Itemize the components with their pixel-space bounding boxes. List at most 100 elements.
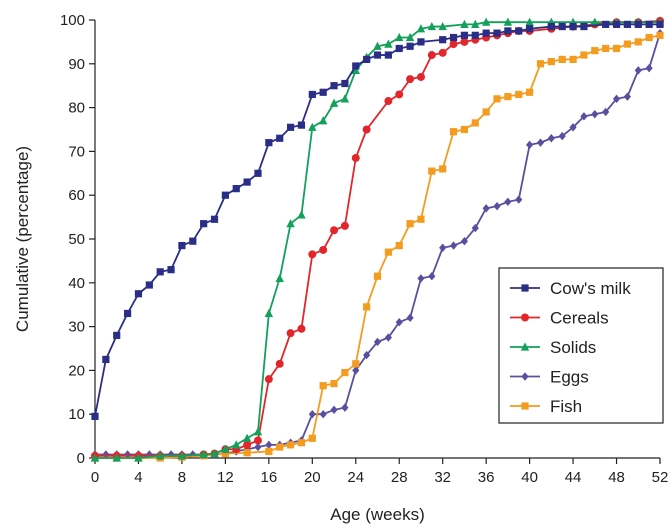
- data-point-fish: [493, 95, 501, 103]
- data-point-cow-s-milk: [243, 178, 251, 186]
- legend: Cow's milk Cereals Solids Eggs Fish: [498, 267, 664, 424]
- data-point-solids: [264, 308, 274, 318]
- data-point-fish: [265, 447, 273, 456]
- data-point-eggs: [580, 112, 588, 121]
- data-point-cow-s-milk: [395, 44, 403, 53]
- data-point-cereals: [438, 48, 447, 57]
- data-point-cereals: [308, 250, 317, 259]
- data-point-cow-s-milk: [569, 22, 577, 31]
- data-point-fish: [341, 368, 349, 377]
- legend-label: Solids: [550, 338, 596, 357]
- data-point-eggs: [634, 66, 642, 75]
- data-point-solids: [416, 24, 426, 33]
- data-point-cow-s-milk: [286, 123, 295, 131]
- data-point-cow-s-milk: [656, 20, 664, 28]
- y-tick-label: 50: [68, 231, 85, 248]
- data-point-eggs: [449, 241, 458, 250]
- data-point-cereals: [340, 221, 349, 230]
- data-point-solids: [590, 17, 600, 26]
- data-point-cereals: [264, 375, 273, 384]
- data-point-solids: [253, 427, 263, 436]
- data-point-cow-s-milk: [341, 79, 349, 88]
- data-point-solids: [297, 210, 306, 219]
- series-layer: [90, 16, 665, 462]
- x-tick-label: 16: [261, 469, 278, 486]
- data-point-cow-s-milk: [232, 185, 240, 193]
- legend-item-eggs: Eggs: [510, 368, 589, 387]
- data-point-fish: [536, 60, 545, 68]
- data-point-solids: [427, 21, 437, 31]
- data-point-solids: [318, 116, 328, 125]
- data-point-cow-s-milk: [504, 27, 512, 35]
- data-point-cow-s-milk: [406, 42, 414, 50]
- data-point-eggs: [612, 94, 621, 104]
- data-point-fish: [417, 215, 425, 223]
- data-point-cow-s-milk: [167, 266, 175, 274]
- legend-marker: [521, 402, 529, 410]
- data-point-solids: [242, 433, 252, 442]
- data-point-fish: [547, 58, 555, 66]
- data-point-cereals: [286, 329, 295, 338]
- data-point-eggs: [384, 333, 392, 342]
- x-tick-label: 48: [608, 469, 625, 486]
- data-point-eggs: [460, 236, 469, 246]
- legend-label: Cereals: [550, 309, 609, 328]
- data-point-solids: [438, 21, 447, 31]
- data-point-cow-s-milk: [460, 31, 469, 39]
- y-tick-label: 0: [77, 450, 85, 467]
- y-tick-label: 90: [68, 56, 85, 73]
- data-point-cow-s-milk: [352, 62, 360, 70]
- data-point-cow-s-milk: [102, 355, 110, 364]
- data-point-eggs: [363, 350, 371, 360]
- x-tick-label: 24: [347, 469, 364, 486]
- data-point-eggs: [417, 274, 425, 283]
- legend-marker: [520, 342, 530, 351]
- data-point-fish: [504, 93, 512, 101]
- data-point-eggs: [330, 405, 338, 415]
- data-point-cow-s-milk: [482, 29, 490, 37]
- data-point-solids: [525, 17, 534, 26]
- data-point-fish: [428, 167, 436, 175]
- data-point-eggs: [493, 201, 501, 211]
- data-point-cow-s-milk: [200, 220, 208, 228]
- data-point-solids: [471, 19, 480, 28]
- x-tick-label: 32: [434, 469, 451, 486]
- x-tick-label: 0: [91, 469, 99, 486]
- data-point-fish: [482, 108, 490, 116]
- x-axis-title: Age (weeks): [330, 505, 424, 524]
- data-point-solids: [405, 32, 415, 42]
- data-point-cow-s-milk: [91, 412, 99, 420]
- data-point-solids: [503, 17, 513, 26]
- legend-item-cereals: Cereals: [510, 309, 609, 328]
- data-point-fish: [373, 272, 382, 280]
- data-point-solids: [112, 453, 121, 462]
- data-point-cow-s-milk: [384, 51, 392, 59]
- x-tick-label: 4: [134, 469, 142, 486]
- data-point-cow-s-milk: [417, 38, 425, 46]
- data-point-fish: [460, 125, 469, 134]
- data-point-fish: [580, 51, 588, 59]
- data-point-fish: [526, 88, 534, 96]
- data-point-eggs: [645, 63, 653, 73]
- data-point-fish: [515, 90, 523, 99]
- data-point-fish: [352, 360, 360, 368]
- data-point-cow-s-milk: [558, 22, 566, 31]
- y-tick-label: 70: [68, 143, 85, 160]
- data-point-eggs: [428, 272, 436, 281]
- data-point-solids: [481, 17, 491, 26]
- data-point-solids: [210, 449, 219, 458]
- data-point-cow-s-milk: [363, 55, 371, 64]
- legend-label: Cow's milk: [550, 279, 631, 298]
- data-point-eggs: [526, 140, 534, 150]
- data-point-fish: [602, 44, 610, 53]
- data-point-cow-s-milk: [645, 20, 653, 28]
- data-point-cereals: [351, 153, 360, 162]
- x-tick-label: 28: [391, 469, 408, 486]
- data-point-solids: [177, 451, 187, 460]
- data-point-fish: [286, 441, 295, 449]
- data-point-solids: [340, 94, 350, 103]
- legend-marker: [521, 284, 529, 292]
- data-point-eggs: [558, 131, 566, 141]
- data-point-cow-s-milk: [580, 22, 588, 31]
